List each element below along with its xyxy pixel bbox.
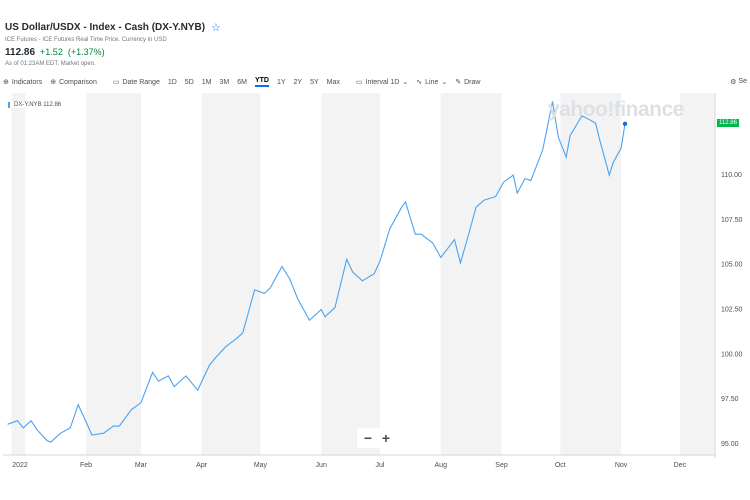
chart-type-dropdown[interactable]: ∿ Line ⌄ [416,78,448,87]
y-tick-label: 110.00 [721,172,742,179]
market-status: As of 01:23AM EDT. Market open. [5,61,96,67]
range-ytd[interactable]: YTD [254,77,269,87]
x-tick-label: Nov [615,462,628,469]
settings-button[interactable]: ⚙ Se [730,78,747,86]
month-band [201,93,261,455]
x-tick-label: Jun [316,462,327,469]
zoom-out-button[interactable]: − [363,430,373,446]
month-band [86,93,141,455]
y-tick-label: 95.00 [721,441,739,448]
range-5y[interactable]: 5Y [310,78,319,86]
exchange-info: ICE Futures - ICE Futures Real Time Pric… [5,37,167,43]
y-tick-label: 97.50 [721,396,739,403]
interval-dropdown[interactable]: ▭ Interval 1D ⌄ [355,78,409,87]
plus-circle-icon: ⊕ [50,79,57,86]
range-5d[interactable]: 5D [184,78,194,86]
x-tick-label: 2022 [12,462,28,469]
chevron-down-icon: ⌄ [402,79,409,86]
watchlist-star-icon[interactable]: ☆ [211,22,221,34]
range-1d[interactable]: 1D [167,78,177,86]
range-1y[interactable]: 1Y [276,78,286,86]
price-row: 112.86 +1.52 (+1.37%) [5,47,105,58]
y-tick-label: 102.50 [721,307,743,314]
zoom-in-button[interactable]: + [381,430,391,446]
title-row: US Dollar/USDX - Index - Cash (DX-Y.NYB)… [5,21,221,34]
draw-button[interactable]: ✎ Draw [455,78,481,87]
range-1m[interactable]: 1M [201,78,212,86]
plus-circle-icon: ⊕ [3,79,9,86]
chart-legend: DX-Y.NYB 112.86 [8,102,62,108]
last-price-marker [622,121,628,126]
pencil-icon: ✎ [455,79,462,86]
gear-icon: ⚙ [730,79,737,86]
series-line-dx-y-nyb [7,101,626,443]
calendar-icon: ▭ [112,79,120,86]
x-tick-label: Apr [196,462,208,469]
x-tick-label: Oct [555,462,566,469]
line-chart-icon: ∿ [416,79,423,86]
calendar-icon: ▭ [355,79,363,86]
range-3m[interactable]: 3M [219,78,230,86]
chevron-down-icon: ⌄ [441,79,448,86]
current-price-badge: 112.86 [717,119,739,127]
x-tick-label: May [254,462,268,469]
range-max[interactable]: Max [326,78,340,86]
comparison-button[interactable]: ⊕ Comparison [50,78,97,87]
range-2y[interactable]: 2Y [293,78,303,86]
indicators-button[interactable]: ⊕ Indicators [3,78,43,87]
x-tick-label: Jul [376,462,385,469]
page-title: US Dollar/USDX - Index - Cash (DX-Y.NYB) [5,22,206,33]
month-band [321,93,380,455]
month-band [440,93,502,455]
price-change-percent: (+1.37%) [67,47,105,57]
yahoo-finance-watermark: yahoo!finance [548,98,684,121]
price-change: +1.52 [40,47,63,57]
month-band [11,93,26,455]
x-tick-label: Sep [495,462,508,469]
month-band [679,93,715,455]
range-6m[interactable]: 6M [237,78,247,86]
x-tick-label: Aug [435,462,448,469]
x-tick-label: Dec [674,462,687,469]
month-band [560,93,622,455]
chart-toolbar: ⊕ Indicators ⊕ Comparison ▭ Date Range 1D 5… [3,77,747,87]
y-tick-label: 105.00 [721,262,743,269]
zoom-controls: − + [357,428,397,448]
current-price: 112.86 [5,47,36,58]
y-tick-label: 107.50 [721,217,743,224]
x-tick-label: Mar [135,462,148,469]
date-range-button[interactable]: ▭ Date Range [112,78,160,87]
y-tick-label: 100.00 [721,351,743,358]
x-tick-label: Feb [80,462,92,469]
